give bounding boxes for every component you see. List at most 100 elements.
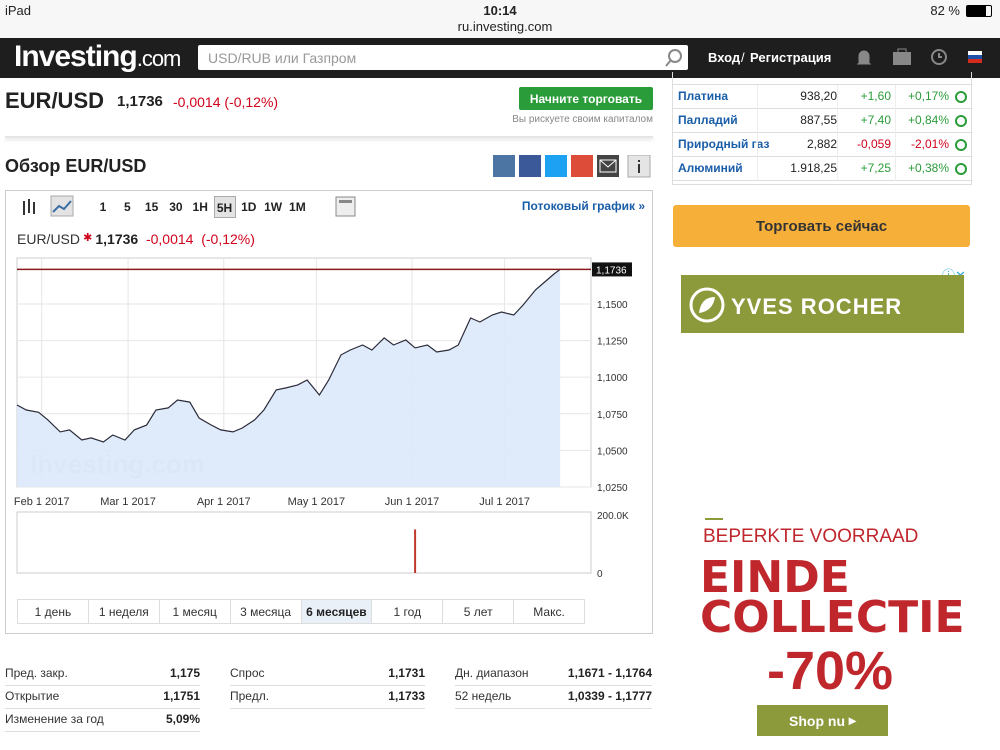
interval-button[interactable]: 1H	[192, 200, 208, 214]
commodity-name[interactable]: Палладий	[678, 113, 738, 127]
commodity-price: 938,20	[800, 89, 837, 103]
interval-button[interactable]: 5	[123, 200, 131, 214]
search-box[interactable]: USD/RUB или Газпром	[198, 45, 688, 70]
ad-dash	[705, 518, 723, 520]
y-tick-label: 1,1250	[597, 337, 628, 348]
commodities-table: Платина 938,20 +1,60 +0,17% Палладий 887,55 +7…	[672, 72, 972, 185]
price: 1,1736	[117, 93, 163, 110]
stat-value: 1,1733	[388, 689, 425, 703]
interval-button[interactable]: 5H	[213, 196, 236, 218]
range-button[interactable]: Макс.	[513, 600, 584, 623]
interval-button[interactable]: 15	[144, 200, 159, 214]
col-rule	[895, 133, 896, 157]
trade-now-button[interactable]: Торговать сейчас	[673, 205, 970, 247]
logo-main: Investing	[14, 40, 138, 73]
chart: 1,1500 1,1250 1,1000 1,0750 1,0500 1,0250 Feb …	[14, 257, 632, 580]
search-icon	[665, 49, 682, 67]
interval-button[interactable]: 1W	[264, 200, 283, 214]
y-tick-label: 1,1500	[597, 300, 628, 311]
col-rule	[757, 133, 758, 157]
divider	[5, 136, 653, 138]
ad-brand: YVES ROCHER	[731, 294, 903, 319]
interval-button[interactable]: 1	[99, 200, 107, 214]
twitter-icon[interactable]	[545, 155, 567, 177]
symbol: EUR/USD	[5, 88, 105, 113]
stat-value: 1,1731	[388, 666, 425, 680]
commodity-change: +1,60	[860, 89, 891, 103]
url[interactable]: ru.investing.com	[457, 19, 553, 34]
calendar-icon[interactable]	[334, 195, 358, 219]
col-rule	[757, 85, 758, 109]
facebook-icon[interactable]	[519, 155, 541, 177]
header-icons	[857, 48, 982, 65]
battery: 82 %	[930, 3, 960, 18]
x-tick-label: Feb 1 2017	[14, 496, 70, 508]
col-rule	[837, 85, 838, 109]
ad-logo	[689, 287, 725, 323]
chart-legend: EUR/USD ✱ 1,1736 -0,0014 (-0,12%)	[17, 231, 255, 247]
ad-line2: COLLECTIE	[700, 592, 965, 643]
stat-rule	[5, 731, 200, 732]
commodity-name[interactable]: Платина	[678, 89, 729, 103]
trade-button[interactable]: Начните торговать	[519, 87, 653, 110]
register[interactable]: Регистрация	[750, 50, 832, 65]
commodity-price: 887,55	[800, 113, 837, 127]
chart-box	[5, 190, 653, 634]
commodity-price: 1.918,25	[790, 161, 837, 175]
row-rule	[673, 156, 971, 157]
col-rule	[757, 109, 758, 133]
stat-value: 1,1671 - 1,1764	[567, 666, 652, 680]
gplus-icon[interactable]	[571, 155, 593, 177]
separator: /	[741, 50, 745, 65]
chart-type-icons	[23, 195, 74, 217]
range-button[interactable]: 1 год	[371, 600, 442, 623]
ad-button-text: Shop nu	[789, 712, 846, 729]
col-rule	[895, 109, 896, 133]
ad-brand-box[interactable]	[681, 275, 964, 333]
commodity-change: -0,059	[856, 137, 891, 151]
x-tick-label: May 1 2017	[288, 496, 345, 508]
commodity-pct: +0,84%	[907, 113, 949, 127]
range-button[interactable]: 6 месяцев	[300, 600, 372, 623]
last-price-label: 1,1736	[596, 265, 627, 276]
logo[interactable]: Investing.com	[14, 40, 181, 74]
range-button[interactable]: 1 месяц	[158, 600, 230, 623]
col-rule	[837, 157, 838, 181]
commodity-pct: +0,17%	[907, 89, 949, 103]
overview-title: Обзор EUR/USD	[5, 156, 147, 176]
legend-symbol: EUR/USD	[17, 231, 81, 247]
area	[17, 269, 561, 487]
range-button[interactable]: 3 месяца	[229, 600, 301, 623]
interval-button[interactable]: 1D	[241, 200, 257, 214]
stat-label: Изменение за год	[5, 712, 104, 726]
stat-label: Предл.	[230, 689, 270, 703]
plot-frame	[16, 511, 592, 574]
interval-button[interactable]: 30	[169, 200, 183, 214]
y-tick-label: 1,1000	[597, 373, 628, 384]
share-icons	[493, 155, 651, 178]
range-button[interactable]: 1 неделя	[87, 600, 159, 623]
clock-icon	[955, 139, 967, 151]
ad-button[interactable]: Shop nu ▸	[757, 705, 888, 736]
ad-discount: -70%	[767, 641, 894, 701]
login[interactable]: Вход	[708, 50, 741, 65]
clock-icon	[955, 115, 967, 127]
commodity-name[interactable]: Алюминий	[678, 161, 743, 175]
col-rule	[895, 157, 896, 181]
x-tick-label: Jul 1 2017	[479, 496, 530, 508]
commodity-name[interactable]: Природный газ	[678, 137, 770, 151]
stats: Пред. закр. 1,175 Открытие 1,1751 Изменение …	[0, 660, 660, 740]
commodity-change: +7,25	[860, 161, 891, 175]
streaming-link[interactable]: Потоковый график »	[521, 199, 645, 213]
row-rule	[673, 132, 971, 133]
col-rule	[895, 85, 896, 109]
volume-bar	[414, 529, 417, 573]
range-button[interactable]: 5 лет	[442, 600, 513, 623]
risk-note: Вы рискуете своим капиталом	[512, 114, 653, 125]
clock-icon	[955, 91, 967, 103]
battery-icon	[966, 5, 992, 17]
interval-button[interactable]: 1M	[289, 200, 306, 214]
vk-icon[interactable]	[493, 155, 515, 177]
range-button[interactable]: 1 день	[34, 604, 72, 619]
